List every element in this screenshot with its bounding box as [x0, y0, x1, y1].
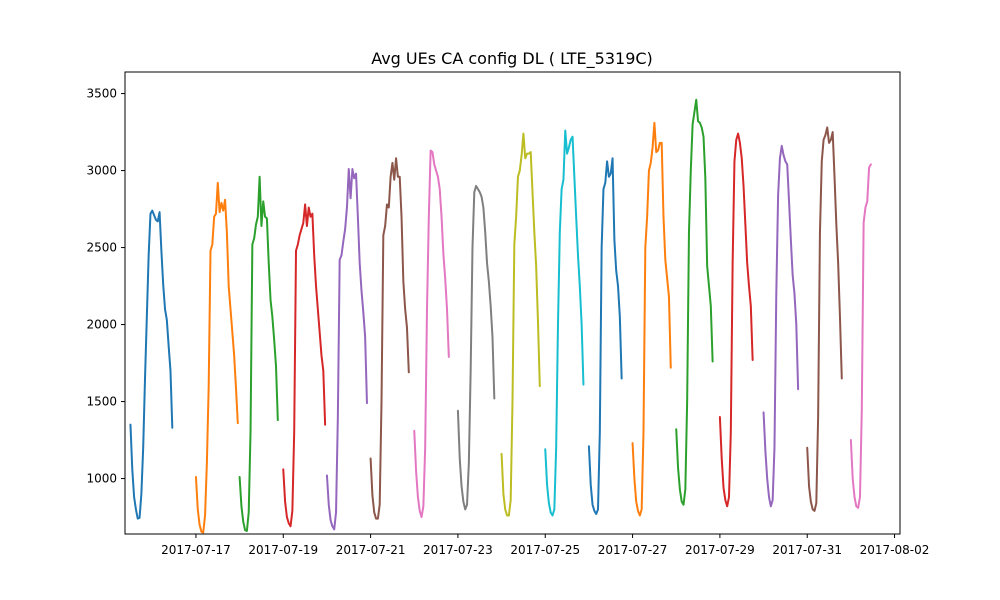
x-axis: 2017-07-17 2017-07-19 2017-07-21 2017-07-23…: [161, 534, 929, 557]
x-tick-label: 2017-07-31: [772, 543, 842, 557]
series-line-4: [282, 203, 327, 528]
series-line-1: [129, 209, 174, 520]
series-line-13: [675, 98, 714, 506]
series-line-8: [456, 184, 496, 511]
y-axis: 1000 1500 2000 2500 3000 3500: [86, 87, 125, 486]
x-tick-label: 2017-07-29: [685, 543, 755, 557]
series-line-17: [849, 163, 872, 509]
plot-frame: [124, 71, 901, 535]
y-tick-label: 3500: [86, 87, 117, 101]
series-line-11: [587, 157, 623, 515]
series-line-6: [369, 157, 410, 520]
series-line-5: [325, 168, 368, 531]
series-line-16: [806, 126, 843, 512]
y-tick-label: 1000: [86, 472, 117, 486]
series-line-3: [238, 175, 279, 532]
x-tick-label: 2017-07-21: [336, 543, 406, 557]
y-tick-label: 3000: [86, 164, 117, 178]
y-tick-label: 2000: [86, 318, 117, 332]
x-tick-label: 2017-07-25: [510, 543, 580, 557]
series-line-9: [500, 132, 541, 517]
series-line-7: [413, 149, 450, 519]
series-line-15: [762, 144, 800, 508]
y-tick-label: 1500: [86, 395, 117, 409]
x-tick-label: 2017-07-27: [598, 543, 668, 557]
series-layer: [129, 98, 872, 534]
x-tick-label: 2017-07-23: [423, 543, 493, 557]
chart-title: Avg UEs CA config DL ( LTE_5319C): [371, 49, 653, 69]
x-tick-label: 2017-07-17: [161, 543, 231, 557]
series-line-10: [544, 129, 585, 517]
plot-area: [124, 71, 901, 535]
x-tick-label: 2017-08-02: [860, 543, 930, 557]
series-line-12: [631, 121, 672, 517]
y-tick-label: 2500: [86, 241, 117, 255]
series-line-14: [718, 132, 754, 508]
x-tick-label: 2017-07-19: [248, 543, 318, 557]
series-line-2: [194, 181, 239, 534]
